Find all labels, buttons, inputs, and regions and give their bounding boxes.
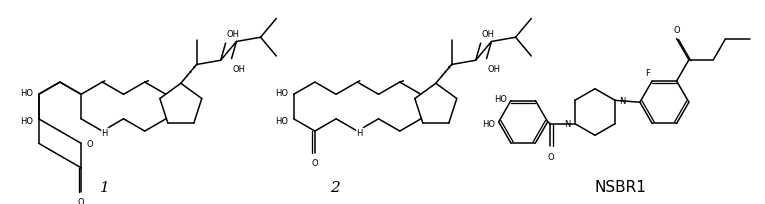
Text: N: N	[565, 120, 571, 129]
Text: HO: HO	[482, 120, 495, 129]
Text: H: H	[356, 128, 363, 137]
Text: F: F	[645, 69, 650, 78]
Text: O: O	[86, 139, 93, 148]
Text: NSBR1: NSBR1	[594, 179, 646, 194]
Text: HO: HO	[20, 117, 33, 126]
Text: OH: OH	[226, 30, 239, 39]
Text: O: O	[673, 26, 680, 34]
Text: 2: 2	[330, 180, 340, 194]
Text: HO: HO	[20, 88, 33, 97]
Text: O: O	[547, 152, 554, 161]
Text: O: O	[78, 197, 84, 204]
Text: OH: OH	[487, 64, 500, 73]
Text: HO: HO	[494, 95, 507, 104]
Text: 1: 1	[100, 180, 110, 194]
Text: N: N	[619, 96, 626, 105]
Text: H: H	[102, 128, 108, 137]
Text: HO: HO	[275, 117, 288, 126]
Text: OH: OH	[482, 30, 495, 39]
Text: OH: OH	[233, 64, 246, 73]
Text: HO: HO	[275, 88, 288, 97]
Text: O: O	[311, 158, 318, 167]
